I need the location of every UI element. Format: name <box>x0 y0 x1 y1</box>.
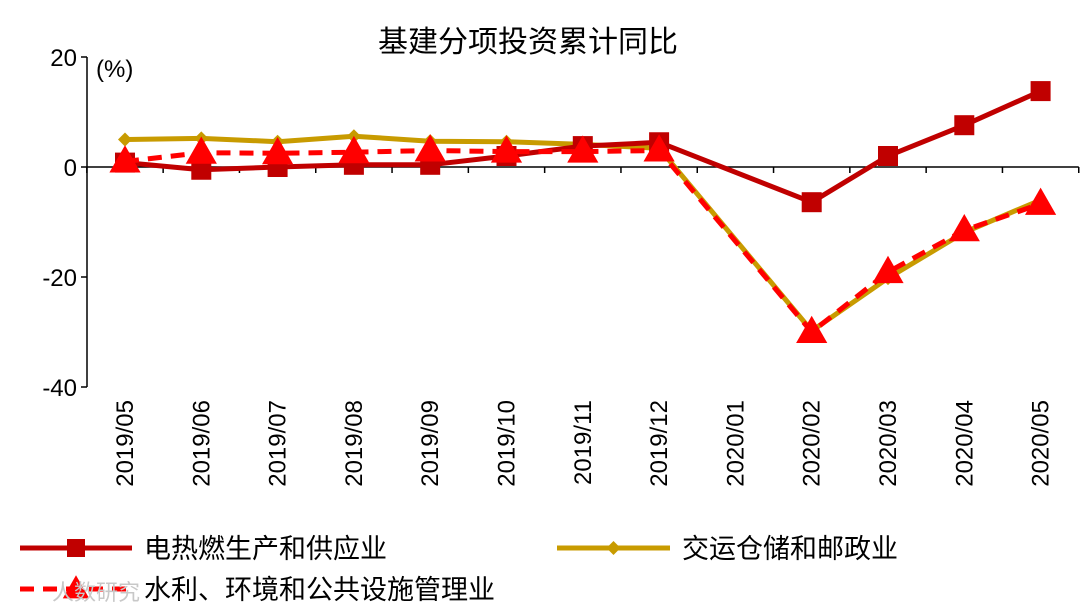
series-layer <box>109 81 1057 344</box>
data-point <box>414 134 446 162</box>
x-tick-label: 2019/12 <box>646 400 673 487</box>
y-tick-label: -40 <box>42 375 77 402</box>
data-point <box>567 135 599 163</box>
y-tick-label: -20 <box>42 265 77 292</box>
series-line <box>124 133 1042 334</box>
data-point <box>338 135 370 164</box>
x-tick-label: 2020/01 <box>722 400 749 487</box>
x-tick-label: 2019/08 <box>341 400 368 487</box>
x-tick-label: 2019/07 <box>265 400 292 487</box>
legend-label: 水利、环境和公共设施管理业 <box>144 575 495 606</box>
legend-label: 交运仓储和邮政业 <box>682 534 898 565</box>
data-point <box>62 575 90 599</box>
x-tick-label: 2020/04 <box>951 400 978 487</box>
data-point <box>67 539 85 557</box>
y-axis-unit: (%) <box>96 56 133 83</box>
x-tick-label: 2020/05 <box>1028 400 1055 487</box>
x-tick-label: 2019/06 <box>188 400 215 487</box>
data-point <box>1030 81 1051 102</box>
axes: 20 0 -20 -40 (%) 2019/05 2019/06 2019/07 2019/08… <box>42 45 1080 487</box>
y-tick-label: 0 <box>64 155 77 182</box>
y-tick-label: 20 <box>50 45 77 72</box>
data-point <box>872 255 904 284</box>
data-point <box>185 136 217 164</box>
data-point <box>878 146 898 166</box>
data-point <box>1025 187 1057 215</box>
data-point <box>954 115 975 136</box>
data-point <box>118 132 132 147</box>
legend-item-1: 电热燃生产和供应业 <box>20 534 387 565</box>
legend-label: 电热燃生产和供应业 <box>144 534 387 565</box>
data-point <box>490 135 523 163</box>
data-point <box>796 315 828 344</box>
legend-item-3: 水利、环境和公共设施管理业 <box>20 575 495 606</box>
data-point <box>948 214 980 242</box>
watermark: 人数研究 <box>52 581 140 606</box>
data-point <box>191 159 212 180</box>
data-point <box>643 134 675 162</box>
x-tick-label: 2019/09 <box>417 400 444 487</box>
x-tick-label: 2019/05 <box>112 400 139 487</box>
data-point <box>109 145 141 173</box>
data-point <box>606 541 621 555</box>
x-tick-label: 2019/10 <box>494 400 521 487</box>
x-tick-label: 2020/03 <box>875 400 902 487</box>
legend-item-2: 交运仓储和邮政业 <box>557 534 898 565</box>
series-line <box>124 148 1042 335</box>
series-3 <box>109 134 1057 344</box>
data-point <box>801 192 822 213</box>
x-tick-label: 2019/11 <box>570 400 597 485</box>
x-tick-label: 2020/02 <box>799 400 826 487</box>
chart-title: 基建分项投资累计同比 <box>378 25 678 60</box>
data-point <box>262 137 294 165</box>
